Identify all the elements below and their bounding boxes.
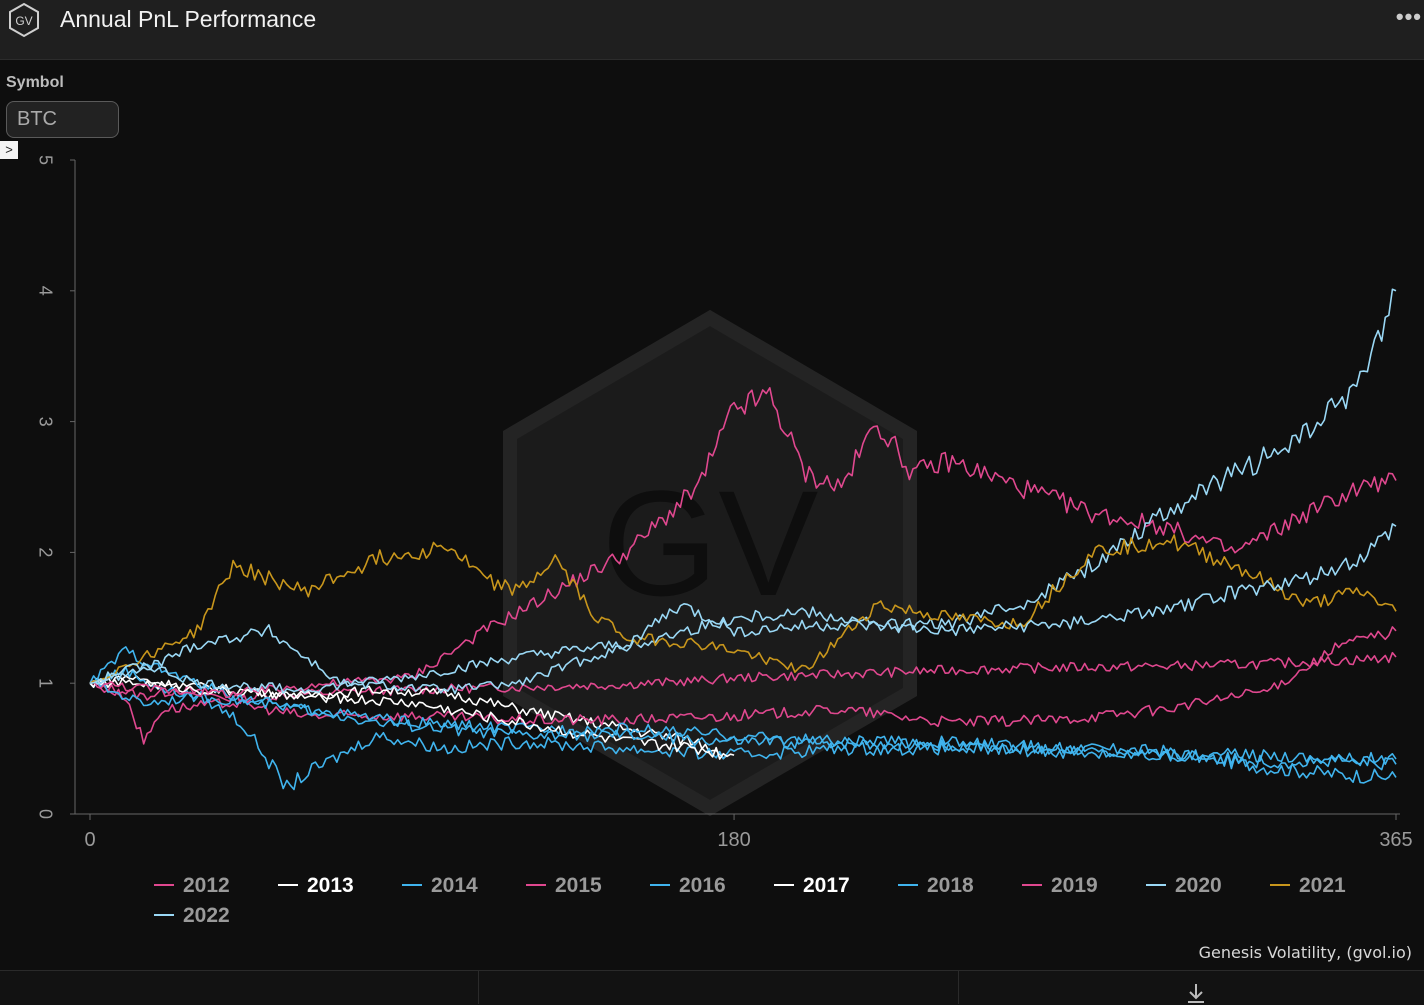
legend-item-2020[interactable]: 2020 [1175,874,1222,897]
series-line-2021 [89,534,1397,684]
legend-item-2021[interactable]: 2021 [1299,874,1346,897]
legend-item-2013[interactable]: 2013 [307,874,354,897]
legend-item-2016[interactable]: 2016 [679,874,726,897]
legend-item-2017[interactable]: 2017 [803,874,850,897]
bottom-divider [478,970,479,1004]
y-tick-label: 1 [35,678,55,688]
legend-item-2012[interactable]: 2012 [183,874,230,897]
axes: 0 1 2 3 4 5 0 180 365 [35,155,1412,851]
series-line-2017 [89,677,735,760]
legend-item-2018[interactable]: 2018 [927,874,974,897]
symbol-label: Symbol [6,74,64,91]
expand-chevron-icon[interactable]: > [0,141,18,159]
y-tick-label: 2 [35,547,55,557]
y-tick-label: 4 [35,286,55,296]
series-lines [89,288,1397,791]
top-bar: GV Annual PnL Performance ••• [0,0,1424,60]
watermark-logo-icon: GV [503,309,917,817]
bottom-divider [958,970,959,1004]
y-tick-label: 0 [35,809,55,819]
watermark-text: GV [602,459,819,627]
credit-text: Genesis Volatility, (gvol.io) [1198,943,1412,962]
bottom-bar [0,970,1424,1005]
legend-item-2015[interactable]: 2015 [555,874,602,897]
legend-item-2019[interactable]: 2019 [1051,874,1098,897]
gv-logo-icon: GV [9,2,39,38]
legend-item-2014[interactable]: 2014 [431,874,478,897]
svg-text:GV: GV [15,14,32,28]
download-icon[interactable] [1184,982,1208,1004]
x-tick-label: 0 [84,829,95,851]
series-line-2012 [89,651,1397,705]
symbol-select[interactable]: BTC [6,101,119,138]
x-tick-label: 365 [1379,829,1412,851]
series-line-2020 [89,288,1397,695]
series-line-2018 [89,646,1397,784]
series-line-2022 [89,523,1397,694]
x-tick-label: 180 [717,829,750,851]
y-tick-label: 5 [35,155,55,165]
page-title: Annual PnL Performance [60,6,317,32]
series-line-2019 [89,387,1397,699]
legend: 2012 2013 2014 2015 2016 2017 2018 2019 2020 2021… [154,874,1346,927]
series-line-2014 [89,666,1397,791]
ellipsis-icon[interactable]: ••• [1395,4,1422,29]
legend-item-2022[interactable]: 2022 [183,904,230,927]
y-tick-label: 3 [35,417,55,427]
